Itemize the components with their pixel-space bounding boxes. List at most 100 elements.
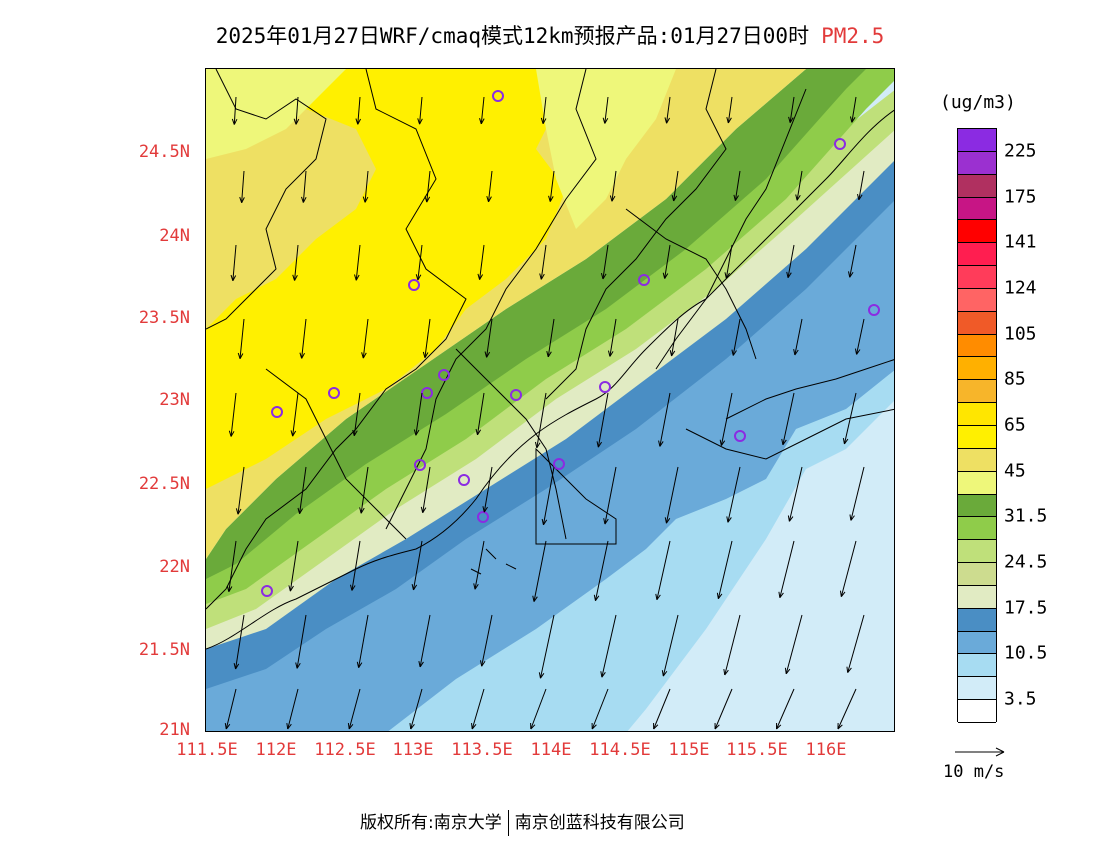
wind-arrow bbox=[289, 540, 299, 592]
wind-arrow-head bbox=[418, 660, 421, 668]
forecast-map[interactable] bbox=[205, 68, 895, 732]
wind-arrow-head bbox=[237, 508, 242, 515]
wind-arrow bbox=[351, 540, 361, 591]
wind-arrow-head bbox=[656, 594, 661, 601]
wind-arrow-head bbox=[355, 274, 360, 281]
lat-label-21-5n: 21.5N bbox=[138, 640, 190, 660]
wind-arrow-head bbox=[795, 194, 798, 201]
wind-arrow-head bbox=[356, 661, 360, 668]
wind-arrow-head bbox=[420, 506, 424, 513]
wind-arrow-head bbox=[409, 722, 412, 730]
wind-arrow-head bbox=[287, 723, 292, 730]
wind-arrow bbox=[542, 96, 547, 124]
wind-arrow-head bbox=[424, 196, 428, 203]
wind-arrow-head bbox=[849, 514, 852, 521]
wind-reference-arrow bbox=[955, 747, 1005, 757]
colorbar-label: 10.5 bbox=[1004, 642, 1048, 664]
wind-arrow-head bbox=[477, 273, 481, 280]
colorbar-label: 17.5 bbox=[1004, 597, 1048, 619]
wind-arrow-head bbox=[540, 672, 545, 679]
wind-arrow bbox=[487, 170, 493, 202]
wind-arrow bbox=[591, 688, 609, 730]
wind-arrow-head bbox=[296, 663, 301, 669]
wind-arrow-head bbox=[233, 663, 237, 670]
wind-arrow-head bbox=[415, 274, 419, 281]
wind-arrow-head bbox=[360, 507, 365, 514]
wind-arrow bbox=[471, 688, 485, 730]
wind-arrow-head bbox=[294, 275, 298, 281]
wind-arrow-head bbox=[854, 348, 858, 355]
wind-arrow bbox=[353, 392, 361, 436]
wind-arrow-head bbox=[794, 349, 799, 356]
wind-arrow-head bbox=[350, 584, 353, 591]
wind-arrow bbox=[785, 614, 803, 674]
wind-arrow-head bbox=[602, 117, 606, 124]
wind-arrow bbox=[662, 614, 679, 677]
wind-arrow-head bbox=[235, 663, 240, 670]
colorbar-label: 3.5 bbox=[1004, 688, 1037, 710]
colorbar-swatch bbox=[958, 151, 996, 175]
wind-arrow-head bbox=[593, 594, 596, 601]
wind-arrow bbox=[594, 540, 609, 601]
colorbar-swatch bbox=[958, 174, 996, 198]
wind-arrow-head bbox=[856, 349, 861, 355]
colorbar-swatch bbox=[958, 403, 996, 426]
wind-arrow-head bbox=[301, 196, 304, 203]
wind-arrow-head bbox=[782, 439, 787, 446]
wind-arrow-head bbox=[364, 196, 369, 203]
wind-arrow-head bbox=[239, 196, 243, 203]
wind-arrow bbox=[235, 614, 245, 670]
wind-arrow-head bbox=[362, 196, 366, 203]
wind-arrow bbox=[547, 318, 555, 357]
wind-arrow-head bbox=[480, 118, 485, 125]
wind-arrow-head bbox=[419, 118, 423, 125]
wind-arrow bbox=[776, 688, 795, 730]
lat-label-22n: 22N bbox=[159, 557, 190, 577]
wind-arrow-head bbox=[662, 670, 668, 677]
wind-arrow-head bbox=[546, 350, 549, 358]
wind-arrow-head bbox=[673, 195, 678, 202]
wind-arrow-head bbox=[796, 194, 801, 201]
lon-label-111-5e: 111.5E bbox=[176, 740, 238, 760]
wind-arrow bbox=[474, 540, 485, 590]
wind-arrow bbox=[239, 318, 245, 359]
wind-arrow-head bbox=[417, 118, 421, 125]
lat-label-23n: 23N bbox=[159, 390, 190, 410]
wind-arrow-head bbox=[720, 440, 726, 446]
wind-arrow-head bbox=[671, 350, 676, 357]
wind-arrow-head bbox=[604, 118, 609, 124]
wind-arrow-head bbox=[664, 273, 669, 279]
copyright-company: 南京创蓝科技有限公司 bbox=[514, 813, 685, 833]
wind-arrow-head bbox=[530, 724, 536, 730]
wind-arrow bbox=[850, 466, 865, 521]
wind-arrow-head bbox=[844, 438, 849, 445]
wind-arrow-head bbox=[235, 508, 239, 515]
colorbar-swatch bbox=[958, 563, 996, 586]
colorbar-unit: (ug/m3) bbox=[940, 92, 1016, 113]
wind-arrow-head bbox=[532, 595, 535, 602]
wind-arrow bbox=[725, 244, 733, 279]
wind-arrow-head bbox=[352, 429, 355, 436]
colorbar-swatch bbox=[958, 608, 996, 632]
wind-arrow bbox=[364, 170, 369, 203]
wind-arrow-head bbox=[232, 275, 237, 282]
wind-arrow-head bbox=[664, 517, 667, 524]
wind-arrow-head bbox=[726, 117, 729, 124]
wind-arrow bbox=[788, 466, 803, 522]
wind-arrow bbox=[302, 170, 307, 203]
wind-arrow-head bbox=[354, 274, 357, 281]
wind-arrow-head bbox=[351, 585, 356, 591]
wind-arrow-head bbox=[779, 592, 784, 599]
wind-arrow-head bbox=[847, 667, 852, 673]
wind-arrow bbox=[847, 614, 865, 673]
wind-arrow-head bbox=[542, 118, 547, 124]
wind-arrow bbox=[232, 244, 237, 281]
wind-arrow-head bbox=[549, 196, 554, 202]
wind-arrow-head bbox=[290, 430, 294, 437]
copyright-footer: 版权所有:南京大学 南京创蓝科技有限公司 bbox=[360, 808, 685, 836]
colorbar-swatch bbox=[958, 517, 996, 541]
wind-arrow-head bbox=[419, 661, 424, 668]
colorbar-swatch bbox=[958, 311, 996, 335]
wind-arrow-head bbox=[671, 195, 675, 202]
wind-arrow bbox=[843, 392, 857, 445]
